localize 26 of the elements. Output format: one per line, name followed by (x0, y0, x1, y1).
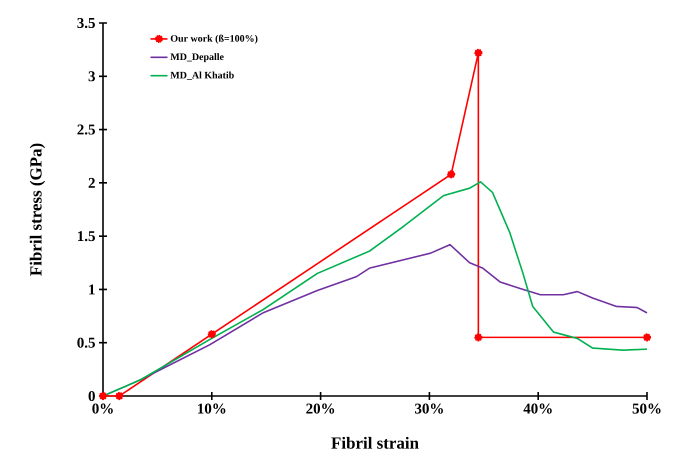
y-axis-title: Fibril stress (GPa) (30, 144, 46, 276)
y-tick-label: 1.5 (78, 231, 95, 242)
point (474, 333, 482, 342)
legend-label: MD_Al Khatib (170, 71, 234, 80)
y-tick-label: 2 (88, 178, 95, 188)
point (115, 392, 124, 400)
legend-label: Our work (ß=100%) (170, 34, 258, 44)
legend-label: MD_Depalle (170, 53, 224, 62)
y-tick-label: 0 (88, 390, 95, 402)
x-tick-label: 30% (415, 404, 443, 414)
x-tick-label: 10% (198, 404, 226, 414)
y-tick-label: 1 (89, 284, 95, 294)
x-tick-label: 50% (632, 404, 661, 414)
point (98, 392, 108, 400)
x-tick-label: 20% (306, 404, 334, 414)
point (208, 330, 216, 338)
y-tick-label: 3 (88, 71, 95, 82)
y-tick-label: 0.5 (77, 338, 95, 348)
point (642, 333, 652, 342)
x-tick-label: 0% (92, 404, 113, 414)
y-tick-label: 2.5 (77, 124, 95, 135)
point (447, 170, 456, 178)
y-tick-label: 3.5 (77, 18, 95, 28)
x-tick-label: 40% (523, 404, 552, 414)
x-axis-title: Fibril strain (331, 436, 419, 449)
point (474, 48, 482, 57)
